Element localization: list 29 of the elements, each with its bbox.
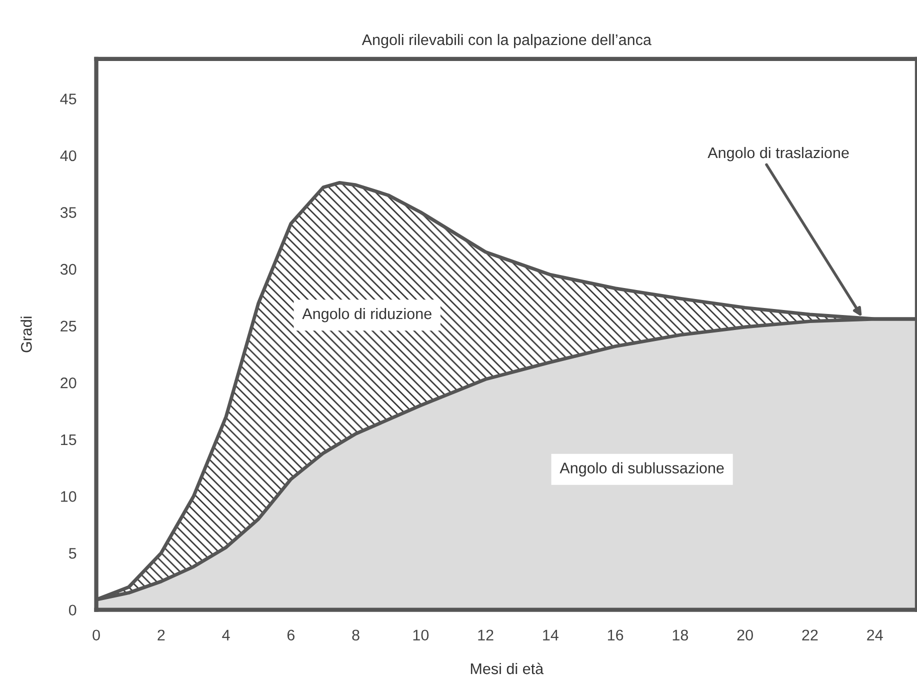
x-axis-title: Mesi di età [470,662,544,674]
x-tick-label: 6 [287,630,294,641]
y-tick-label: 25 [60,320,76,332]
y-tick-label: 40 [60,150,76,162]
annotation: Angolo di traslazione [708,146,849,162]
y-tick-label: 20 [60,378,76,388]
y-tick-label: 15 [61,434,76,446]
annotation: Angolo di sublussazione [560,462,724,476]
x-tick-label: 22 [802,630,818,640]
y-tick-label: 10 [61,491,76,502]
y-tick-label: 35 [60,207,76,218]
x-tick-label: 20 [737,630,753,641]
x-tick-label: 18 [672,630,688,641]
chart-title: Angoli rilevabili con la palpazione dell’anca [362,34,652,48]
x-tick-label: 8 [352,630,360,641]
y-tick-label: 45 [60,94,76,104]
x-tick-label: 16 [608,630,624,641]
x-tick-label: 14 [543,630,558,640]
x-tick-label: 4 [222,630,230,640]
y-tick-label: 5 [68,548,76,559]
annotation: Angolo di riduzione [302,308,432,322]
y-tick-label: 30 [60,264,76,275]
x-tick-label: 10 [413,630,429,641]
x-tick-label: 12 [478,630,494,640]
y-axis-title: Gradi [20,316,32,352]
x-tick-label: 0 [92,630,100,641]
x-tick-label: 24 [867,630,883,640]
x-tick-label: 2 [158,630,165,640]
y-tick-label: 0 [68,604,76,616]
